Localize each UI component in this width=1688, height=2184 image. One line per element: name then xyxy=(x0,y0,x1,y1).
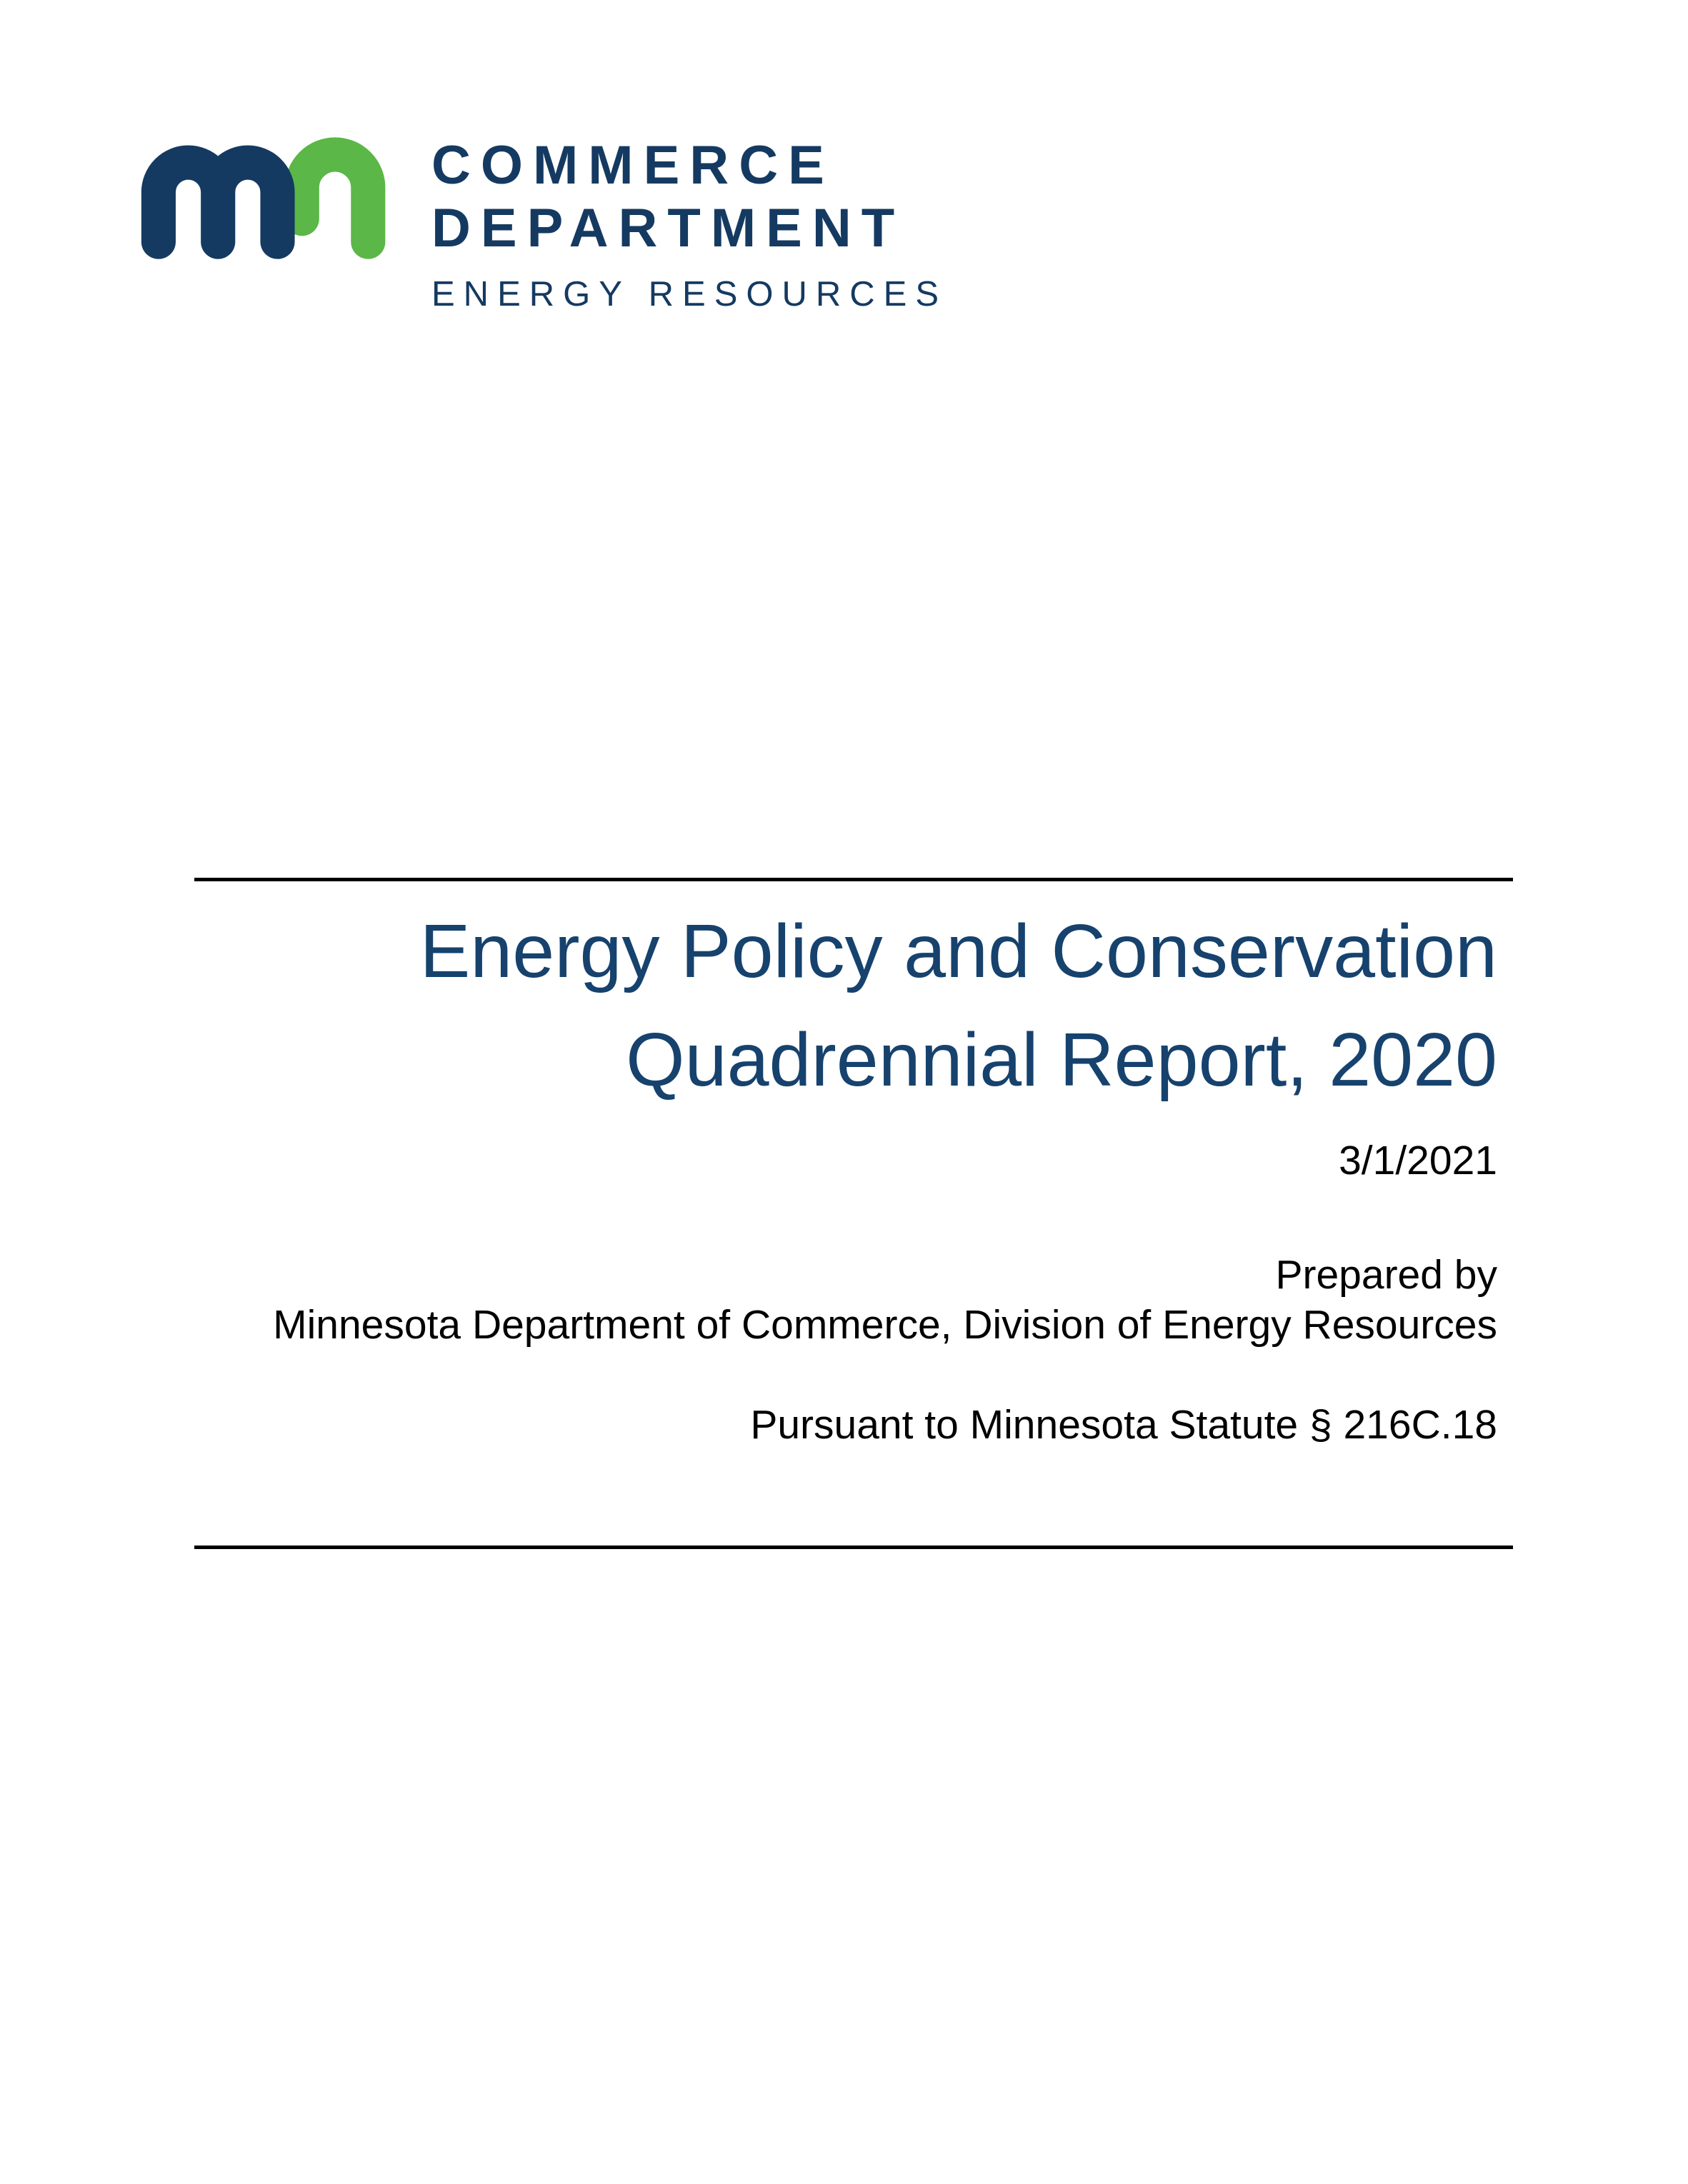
mn-logo-icon xyxy=(141,137,386,259)
report-title-line1: Energy Policy and Conservation xyxy=(419,909,1497,993)
mn-logo-letter-n-icon xyxy=(284,137,386,259)
logo-division-energy-resources: ENERGY RESOURCES xyxy=(431,275,948,314)
cover-text-block: Energy Policy and Conservation Quadrenni… xyxy=(196,897,1497,1450)
bottom-rule xyxy=(194,1546,1513,1549)
top-rule xyxy=(194,878,1513,881)
prepared-by-label: Prepared by xyxy=(1275,1252,1497,1298)
prepared-by-organization: Minnesota Department of Commerce, Divisi… xyxy=(273,1302,1497,1348)
statute-reference: Pursuant to Minnesota Statute § 216C.18 xyxy=(750,1402,1497,1448)
report-title-line2: Quadrennial Report, 2020 xyxy=(626,1018,1497,1102)
mn-commerce-logo: COMMERCE DEPARTMENT ENERGY RESOURCES xyxy=(139,123,1067,337)
logo-wordmark: COMMERCE DEPARTMENT ENERGY RESOURCES xyxy=(431,134,947,316)
logo-wordmark-commerce: COMMERCE xyxy=(431,135,834,196)
mn-logo-letter-m-icon xyxy=(141,145,295,259)
report-date: 3/1/2021 xyxy=(1339,1138,1497,1183)
logo-wordmark-department: DEPARTMENT xyxy=(431,198,905,259)
